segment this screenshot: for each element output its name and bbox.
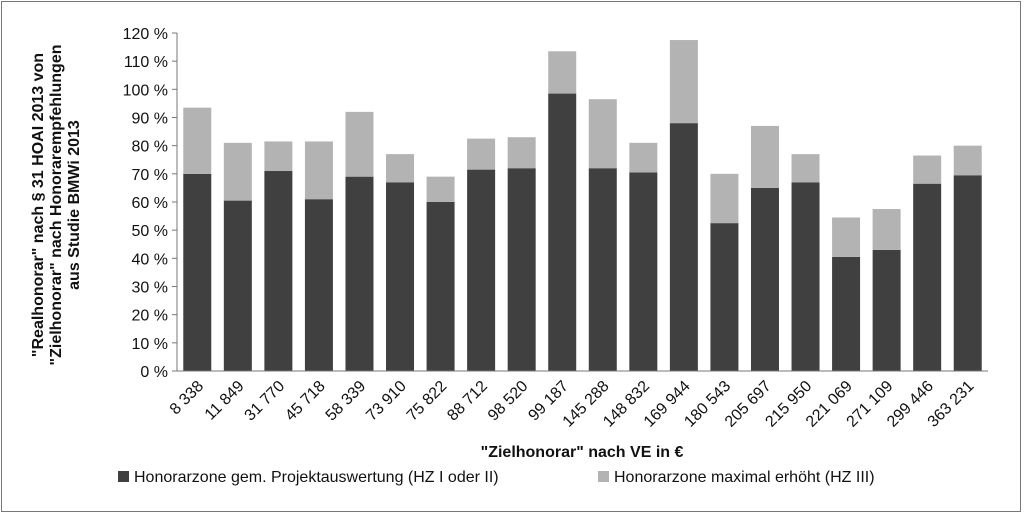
x-tick-label-2: 31 770 (242, 378, 289, 425)
y-tick-label-11: 110 % (124, 54, 168, 71)
y-tick-label-5: 50 % (132, 223, 168, 240)
y-axis-title-line-3: aus Studie BMWi 2013 (66, 120, 83, 290)
y-tick-label-2: 20 % (132, 308, 168, 325)
bar-series1-13 (710, 173, 739, 224)
x-tick-label-6: 75 822 (404, 378, 451, 425)
bar-series0-19 (953, 175, 982, 371)
bar-series0-10 (588, 168, 617, 371)
x-axis-title: "Zielhonorar" nach VE in € (481, 444, 684, 461)
bar-series1-7 (467, 138, 496, 170)
bar-series1-3 (304, 141, 333, 200)
bar-series0-17 (872, 249, 901, 371)
bar-series1-18 (913, 155, 942, 184)
bar-series1-2 (264, 141, 293, 172)
y-axis-ticks: 0 % 10 % 20 % 30 % 40 % 50 % 60 % 70 % 80 % 90 % 1… (123, 26, 177, 381)
bar-series0-11 (629, 172, 658, 371)
y-tick-label-7: 70 % (132, 167, 168, 184)
legend-label-0: Honorarzone gem. Projektauswertung (HZ I… (134, 469, 499, 486)
bar-series1-15 (791, 154, 820, 183)
bar-series0-14 (750, 187, 779, 371)
bar-series1-19 (953, 145, 982, 176)
legend-swatch-0 (118, 471, 129, 482)
bar-series0-15 (791, 182, 820, 371)
x-tick-label-3: 45 718 (282, 378, 329, 425)
bar-series0-13 (710, 223, 739, 371)
bar-series0-18 (913, 183, 942, 371)
bar-series0-12 (669, 123, 698, 371)
y-tick-label-6: 60 % (132, 195, 168, 212)
bar-series0-8 (507, 168, 536, 371)
bar-series1-9 (548, 51, 577, 94)
y-tick-label-9: 90 % (132, 111, 168, 128)
y-tick-label-8: 80 % (132, 139, 168, 156)
bar-series1-6 (426, 176, 455, 202)
y-tick-label-0: 0 % (140, 364, 168, 381)
x-tick-label-7: 88 712 (444, 378, 491, 425)
bar-series1-17 (872, 209, 901, 250)
bar-series1-1 (223, 142, 252, 201)
axes (176, 33, 988, 372)
y-tick-label-4: 40 % (132, 251, 168, 268)
x-tick-label-5: 73 910 (363, 378, 410, 425)
legend-label-1: Honorarzone maximal erhöht (HZ III) (614, 469, 875, 486)
bar-series1-16 (832, 217, 861, 257)
x-tick-label-1: 11 849 (202, 378, 248, 424)
bar-series1-8 (507, 137, 536, 169)
bar-series1-5 (386, 154, 415, 183)
bar-series1-4 (345, 111, 374, 177)
bar-series0-6 (426, 202, 455, 371)
bar-series0-3 (304, 199, 333, 371)
bar-series0-1 (223, 200, 252, 371)
bar-series1-11 (629, 142, 658, 173)
bar-series0-0 (183, 173, 212, 371)
y-tick-label-3: 30 % (132, 280, 168, 297)
y-tick-label-1: 10 % (132, 336, 168, 353)
bar-series0-16 (832, 256, 861, 371)
bar-series1-14 (750, 125, 779, 188)
x-tick-label-8: 98 520 (485, 378, 532, 425)
x-tick-label-4: 58 339 (323, 378, 370, 425)
bar-series0-4 (345, 176, 374, 371)
legend-swatch-1 (598, 471, 609, 482)
bar-series1-10 (588, 99, 617, 169)
bar-series0-2 (264, 171, 293, 371)
bar-series1-0 (183, 107, 212, 174)
y-axis-title-line-2: "Zielhonorar" nach Honorarempfehlungen (48, 45, 65, 366)
legend: Honorarzone gem. Projektauswertung (HZ I… (118, 469, 875, 486)
y-tick-label-10: 100 % (123, 82, 168, 99)
bars (183, 40, 982, 371)
bar-series1-12 (669, 40, 698, 124)
y-tick-label-12: 120 % (123, 26, 168, 43)
bar-series0-9 (548, 93, 577, 371)
y-axis-title-line-1: "Realhonorar" nach § 31 HOAI 2013 von (30, 53, 47, 357)
bar-series0-5 (386, 182, 415, 371)
y-axis-title: "Realhonorar" nach § 31 HOAI 2013 von "Z… (30, 45, 83, 366)
bar-series0-7 (467, 169, 496, 371)
